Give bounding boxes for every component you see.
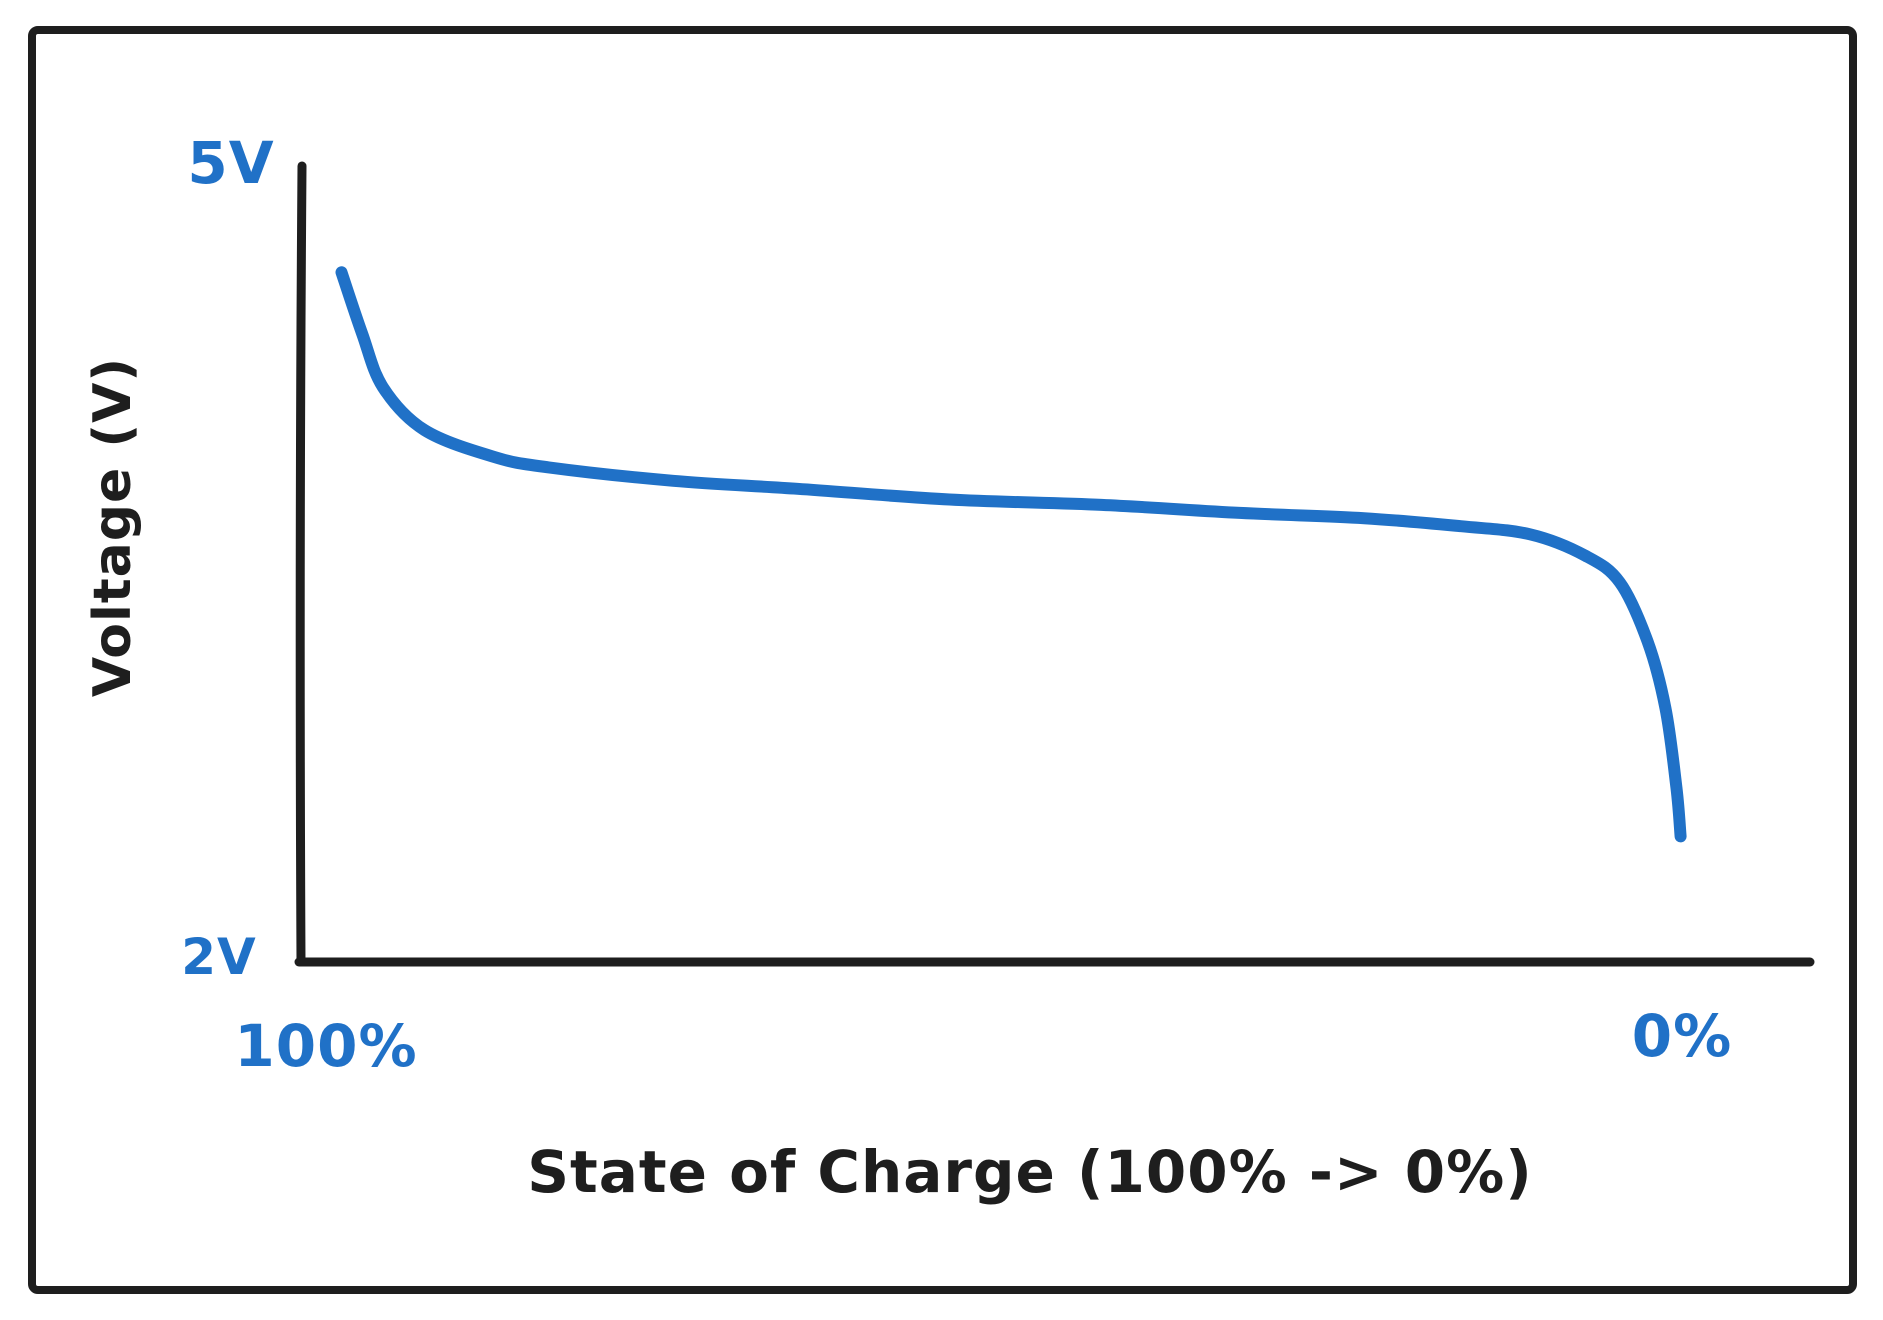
x-axis-title: State of Charge (100% -> 0%) [527,1138,1533,1206]
y-axis-line [295,161,307,967]
discharge-curve-line [335,266,1687,843]
x-axis-line [294,956,1815,967]
sketch-frame [28,26,1857,1294]
x-axis-right-tick-label: 0% [1631,1002,1733,1070]
y-axis-bottom-tick-label: 2V [181,928,257,986]
y-axis-title: Voltage (V) [83,356,143,698]
y-axis-top-tick-label: 5V [187,129,275,197]
x-axis-left-tick-label: 100% [234,1012,418,1080]
